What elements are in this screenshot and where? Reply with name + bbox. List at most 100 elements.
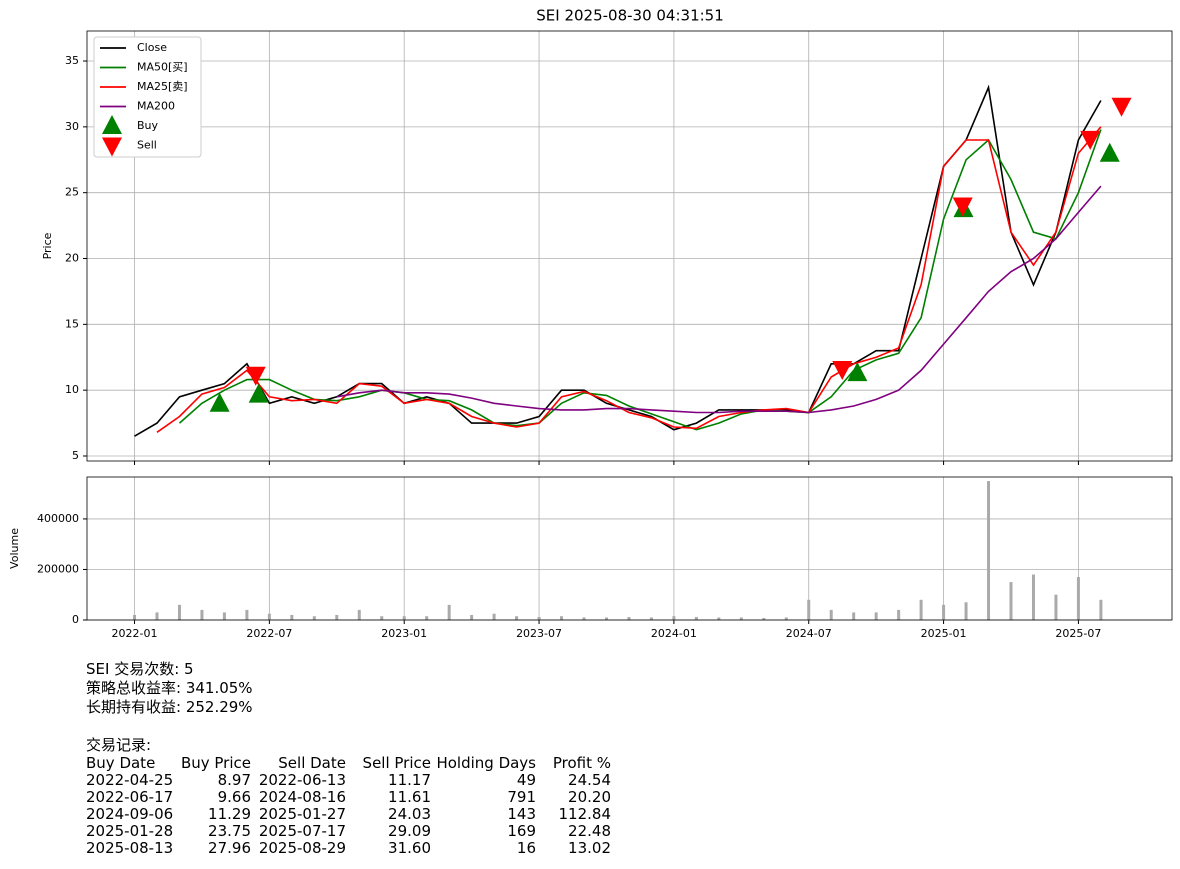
plot-area	[87, 477, 1172, 620]
plot-frame	[86, 30, 1173, 462]
volume-bar	[222, 612, 226, 620]
y-tick-label: 30	[65, 120, 79, 133]
y-tick-label: 15	[65, 317, 79, 330]
volume-bar	[492, 613, 496, 620]
plot-area	[87, 31, 1172, 461]
sell-marker	[1111, 97, 1132, 117]
volume-bar	[739, 617, 743, 620]
record-cell: 143	[507, 805, 536, 823]
plot-frame	[86, 476, 1173, 621]
y-tick-label: 400000	[37, 512, 79, 525]
record-cell: 11.61	[388, 788, 431, 806]
record-cell: 13.02	[568, 839, 611, 857]
buy-marker	[847, 362, 868, 382]
record-cell: 27.96	[208, 839, 251, 857]
volume-bar	[919, 599, 923, 620]
price-line	[336, 185, 1102, 414]
header-row: Buy Date Buy Price Sell Date Sell Price Hold…	[86, 755, 611, 772]
record-cell: 2025-07-17	[258, 822, 346, 840]
record-row: 2022-06-17 9.66 2024-08-16 11.61 791 20.20	[86, 789, 611, 806]
legend: Close MA50[买] MA25[卖] MA200 Buy Sell	[93, 36, 202, 158]
record-cell: 9.66	[217, 788, 251, 806]
volume-bar	[402, 616, 406, 620]
volume-bar	[1009, 582, 1013, 620]
legend-label: Close	[137, 41, 167, 54]
volume-bar	[335, 614, 339, 620]
x-tick-label: 2023-01	[381, 627, 427, 640]
volume-bar	[672, 616, 676, 620]
chart: SEI 2025-08-30 04:31:51 5 10 15 20 25 30 35 Pri…	[8, 7, 1173, 640]
volume-bar	[694, 616, 698, 620]
record-cell: 11.29	[208, 805, 251, 823]
record-cell: 24.03	[388, 805, 431, 823]
summary-line: SEI 交易次数: 5	[86, 660, 194, 678]
y-tick-label: 35	[65, 54, 79, 67]
legend-marker	[102, 137, 122, 157]
volume-bar	[1099, 599, 1103, 620]
record-row: 2025-08-13 27.96 2025-08-29 31.60 16 13.02	[86, 840, 611, 857]
volume-bar	[560, 616, 564, 620]
record-row: 2024-09-06 11.29 2025-01-27 24.03 143 112.84	[86, 806, 611, 823]
volume-bar	[245, 609, 249, 620]
y-tick-label: 20	[65, 252, 79, 265]
y-tick-label: 200000	[37, 562, 79, 575]
buy-marker	[209, 392, 230, 412]
record-cell: 49	[516, 771, 536, 789]
record-cell: 2022-06-13	[258, 771, 346, 789]
volume-bar	[357, 609, 361, 620]
record-cell: 16	[516, 839, 536, 857]
record-cell: 31.60	[388, 839, 431, 857]
legend-marker	[102, 115, 122, 134]
record-cell: 29.09	[388, 822, 431, 840]
volume-bar	[942, 604, 946, 620]
volume-bar	[177, 604, 181, 620]
volume-bar	[897, 609, 901, 620]
column-header: Sell Date	[278, 754, 346, 772]
spacer	[86, 717, 611, 736]
record-cell: 24.54	[568, 771, 611, 789]
volume-bar	[762, 617, 766, 620]
record-cell: 791	[507, 788, 536, 806]
volume-bar	[267, 613, 271, 620]
column-header: Profit %	[552, 754, 611, 772]
y-axis-label: Volume	[8, 528, 21, 569]
legend-label: MA200	[137, 100, 175, 113]
record-cell: 2024-08-16	[258, 788, 346, 806]
y-tick-label: 25	[65, 186, 79, 199]
volume-bar	[987, 481, 991, 620]
column-header: Buy Price	[180, 754, 251, 772]
record-cell: 23.75	[208, 822, 251, 840]
volume-bar	[627, 616, 631, 620]
y-axis-label: Price	[41, 232, 54, 259]
legend-label: MA50[买]	[137, 61, 188, 74]
volume-bar	[133, 614, 137, 620]
volume-bar	[380, 616, 384, 620]
volume-bar	[964, 602, 968, 620]
record-cell: 2025-01-28	[86, 822, 174, 840]
volume-bar	[852, 612, 856, 620]
column-header: Sell Price	[362, 754, 431, 772]
sell-marker	[245, 366, 266, 386]
volume-bar	[425, 616, 429, 620]
record-cell: 2022-04-25	[86, 771, 174, 789]
price-line	[156, 126, 1102, 433]
volume-bar	[807, 599, 811, 620]
volume-bar	[582, 617, 586, 620]
record-cell: 2025-08-29	[258, 839, 346, 857]
x-tick-label: 2023-07	[516, 627, 562, 640]
volume-bar	[290, 614, 294, 620]
y-tick-label: 10	[65, 383, 79, 396]
record-row: 2025-01-28 23.75 2025-07-17 29.09 169 22.48	[86, 823, 611, 840]
y-tick-label: 0	[72, 613, 79, 626]
buy-marker	[1099, 142, 1120, 162]
volume-bar	[1031, 574, 1035, 620]
volume-bar	[470, 614, 474, 620]
records-table: Buy Date Buy Price Sell Date Sell Price Hold…	[86, 755, 611, 857]
volume-bar	[1076, 577, 1080, 620]
summary-block: SEI 交易次数: 5 策略总收益率: 341.05% 长期持有收益: 252.29…	[86, 660, 611, 857]
x-tick-label: 2024-07	[786, 627, 832, 640]
legend-label: Sell	[137, 139, 157, 152]
record-cell: 2022-06-17	[86, 788, 174, 806]
volume-bar	[649, 617, 653, 620]
